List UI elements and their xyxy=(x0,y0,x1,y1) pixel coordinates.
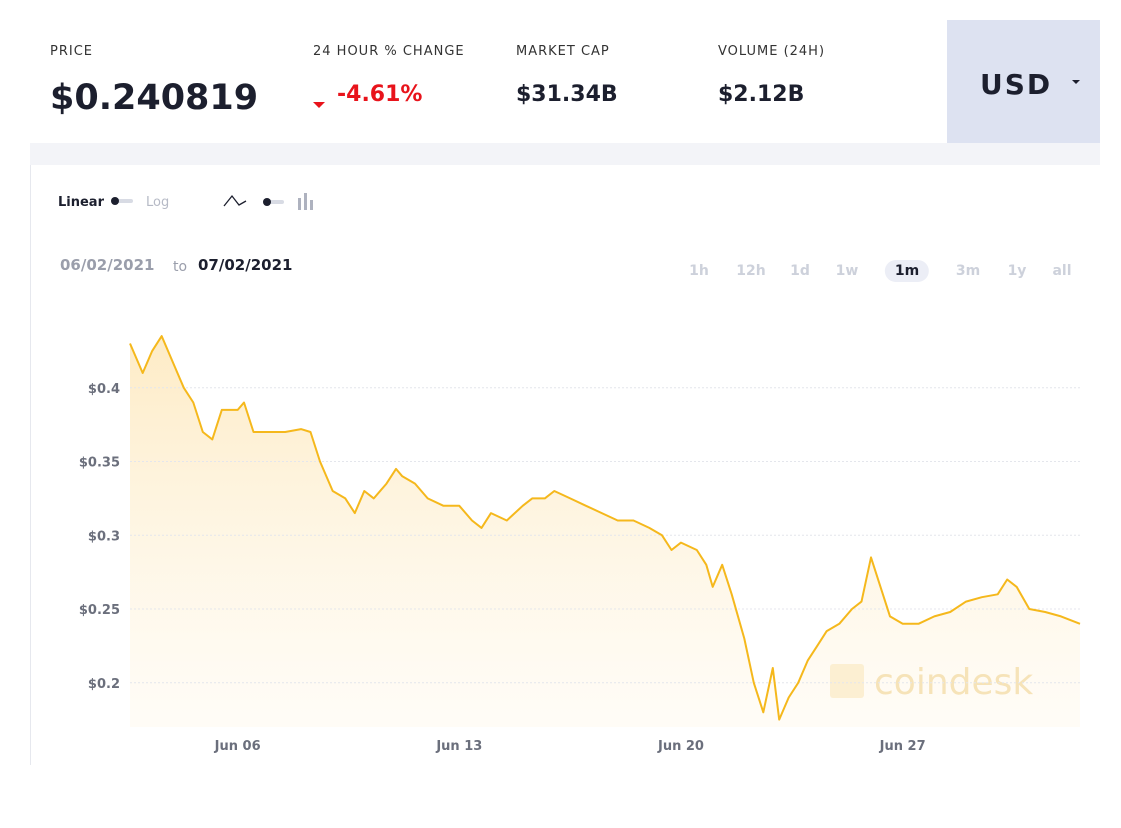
scale-option[interactable]: Linear xyxy=(58,195,104,210)
range-button[interactable]: 1y xyxy=(1007,263,1027,279)
range-button[interactable]: 1h xyxy=(689,263,709,279)
x-tick-label: Jun 06 xyxy=(214,739,261,754)
stat-label: MARKET CAP xyxy=(516,44,610,59)
watermark: coindesk xyxy=(874,662,1033,703)
stat-label: PRICE xyxy=(50,44,93,59)
range-button[interactable]: 1w xyxy=(835,263,859,279)
chart-panel xyxy=(30,165,31,765)
stat-label: 24 HOUR % CHANGE xyxy=(313,44,465,59)
date-from: 06/02/2021 xyxy=(60,256,155,274)
price-area xyxy=(130,336,1080,727)
y-tick-label: $0.25 xyxy=(79,603,120,618)
dropdown-caret xyxy=(1072,80,1080,84)
y-tick-label: $0.4 xyxy=(88,382,120,397)
x-tick-label: Jun 27 xyxy=(879,739,926,754)
down-arrow xyxy=(313,102,325,108)
stats-card xyxy=(30,20,1100,143)
currency: USD xyxy=(980,68,1053,101)
y-tick-label: $0.3 xyxy=(88,529,120,544)
range-button[interactable]: all xyxy=(1052,263,1072,279)
y-tick-label: $0.35 xyxy=(79,456,120,471)
date-joiner: to xyxy=(173,259,188,275)
currency-selector[interactable]: USD xyxy=(947,20,1100,143)
stat-value: $31.34B xyxy=(516,82,618,107)
x-tick-label: Jun 13 xyxy=(435,739,482,754)
scale-option[interactable]: Log xyxy=(146,195,170,210)
stat-value: $2.12B xyxy=(718,82,805,107)
chart-type-toggle[interactable] xyxy=(222,192,322,212)
range-button[interactable]: 3m xyxy=(955,263,981,279)
separator xyxy=(30,143,1100,165)
price-line xyxy=(129,335,1081,721)
watermark-logo xyxy=(830,664,864,698)
stat-value: $0.240819 xyxy=(50,78,259,118)
date-to: 07/02/2021 xyxy=(198,256,293,274)
y-tick-label: $0.2 xyxy=(88,677,120,692)
stat-value: -4.61% xyxy=(337,82,423,107)
stat-label: VOLUME (24H) xyxy=(718,44,826,59)
range-button[interactable]: 1d xyxy=(790,263,810,279)
range-button[interactable]: 1m xyxy=(884,260,930,282)
range-button[interactable]: 12h xyxy=(736,263,766,279)
scale-toggle[interactable] xyxy=(110,196,136,206)
x-tick-label: Jun 20 xyxy=(657,739,704,754)
